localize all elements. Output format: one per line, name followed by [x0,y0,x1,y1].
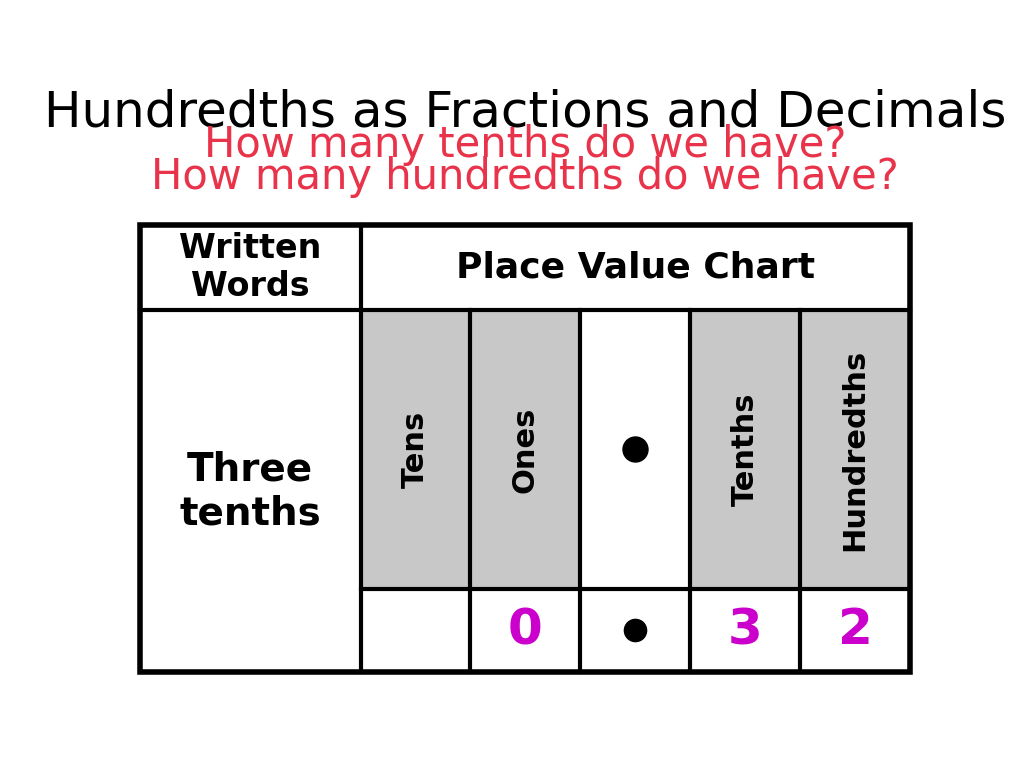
Bar [690,310,800,589]
Text: Tens: Tens [401,411,430,488]
Text: Three
tenths: Three tenths [179,450,321,532]
Text: How many tenths do we have?: How many tenths do we have? [204,124,846,166]
Bar [470,310,581,589]
Text: How many hundredths do we have?: How many hundredths do we have? [151,156,899,198]
Bar [800,310,910,589]
Bar [360,310,470,589]
Bar [139,225,910,672]
Bar [139,225,910,672]
Bar [581,310,690,589]
Text: Hundredths: Hundredths [841,349,869,551]
Text: Place Value Chart: Place Value Chart [456,250,815,285]
Text: Written
Words: Written Words [179,232,322,303]
Text: 3: 3 [728,607,763,654]
Text: Hundredths as Fractions and Decimals: Hundredths as Fractions and Decimals [44,88,1006,136]
Text: Ones: Ones [511,406,540,492]
Text: 2: 2 [838,607,872,654]
Text: 0: 0 [508,607,543,654]
Text: Tenths: Tenths [731,392,760,506]
